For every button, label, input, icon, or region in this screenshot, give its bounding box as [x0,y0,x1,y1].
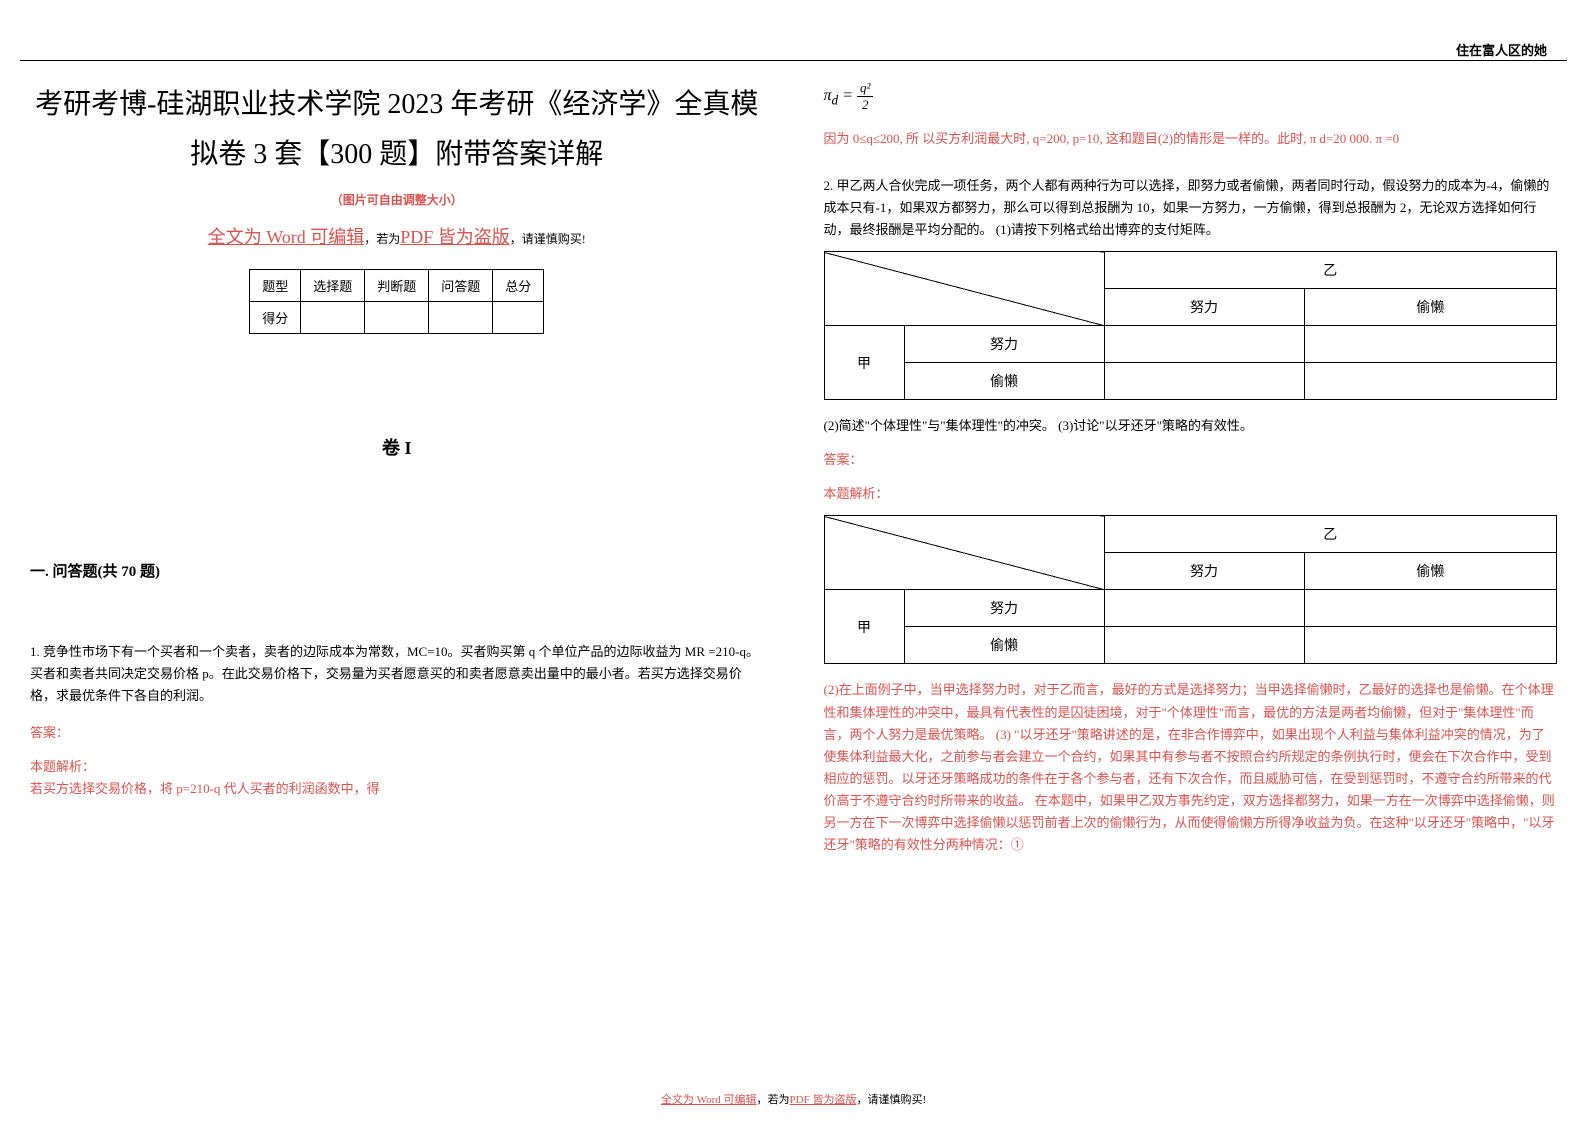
question1-text: 1. 竞争性市场下有一个买者和一个卖者，卖者的边际成本为常数，MC=10。买者购… [30,641,764,707]
score-total [493,301,544,333]
player-b-label-2: 乙 [1104,516,1557,553]
table-row: 偷懒 [824,627,1557,664]
header-judge: 判断题 [365,269,429,301]
a-effort-label-2: 努力 [904,590,1104,627]
pdf-pirate-text: PDF 皆为盗版 [400,227,510,247]
header-total: 总分 [493,269,544,301]
score-choice [301,301,365,333]
score-table: 题型 选择题 判断题 问答题 总分 得分 [249,269,544,334]
question1-answer-label: 答案： [30,722,764,741]
conclusion1-text: 因为 0≤q≤200, 所 以买方利润最大时, q=200, p=10, 这和题… [824,128,1558,150]
a-lazy-label-2: 偷懒 [904,627,1104,664]
volume-label: 卷 I [30,434,764,460]
cell-ee-2 [1104,590,1304,627]
right-column: πd = q² 2 因为 0≤q≤200, 所 以买方利润最大时, q=200,… [794,30,1568,1102]
footer-sep: ，若为 [757,1094,790,1106]
cell-ee [1104,326,1304,363]
notice-separator: ，若为 [364,232,400,246]
player-a-label: 甲 [824,326,904,400]
table-row: 甲 努力 [824,590,1557,627]
analysis2-text: (2)在上面例子中，当甲选择努力时，对于乙而言，最好的方式是选择努力；当甲选择偷… [824,679,1558,856]
denominator: 2 [857,97,873,113]
a-lazy-label: 偷懒 [904,363,1104,400]
question2-subquestions: (2)简述"个体理性"与"集体理性"的冲突。 (3)讨论"以牙还牙"策略的有效性… [824,415,1558,434]
footer-caution: ，请谨慎购买! [856,1094,926,1106]
header-corner-text: 住在富人区的她 [1456,40,1547,59]
cell-ll-2 [1304,627,1557,664]
table-row: 乙 [824,516,1557,553]
fraction: q² 2 [857,80,873,113]
b-effort-header: 努力 [1104,289,1304,326]
header-choice: 选择题 [301,269,365,301]
score-judge [365,301,429,333]
section-title: 一. 问答题(共 70 题) [30,560,764,581]
footer-text: 全文为 Word 可编辑，若为PDF 皆为盗版，请谨慎购买! [0,1091,1587,1107]
analysis-label-text: 本题解析： [30,759,95,774]
header-answer: 问答题 [429,269,493,301]
question2-text: 2. 甲乙两人合伙完成一项任务，两个人都有两种行为可以选择，即努力或者偷懒，两者… [824,175,1558,241]
payoff-table-1: 乙 努力 偷懒 甲 努力 偷懒 [824,251,1558,400]
main-title: 考研考博-硅湖职业技术学院 2023 年考研《经济学》全真模拟卷 3 套【300… [30,80,764,181]
pi-symbol: π [824,87,832,104]
word-edit-notice: 全文为 Word 可编辑，若为PDF 皆为盗版，请谨慎购买! [30,223,764,249]
diagonal-cell [824,252,1104,326]
table-row: 偷懒 [824,363,1557,400]
score-label: 得分 [250,301,301,333]
analysis-text: 若买方选择交易价格，将 p=210-q 代人买者的利润函数中，得 [30,781,380,796]
page-container: 考研考博-硅湖职业技术学院 2023 年考研《经济学》全真模拟卷 3 套【300… [0,0,1587,1122]
cell-le-2 [1104,627,1304,664]
table-score-row: 得分 [250,301,544,333]
image-resize-note: （图片可自由调整大小） [30,191,764,208]
score-answer [429,301,493,333]
footer-word-text: 全文为 Word 可编辑 [661,1094,757,1106]
b-effort-header-2: 努力 [1104,553,1304,590]
diagonal-cell-2 [824,516,1104,590]
notice-caution: ，请谨慎购买! [510,232,586,246]
footer-pdf-text: PDF 皆为盗版 [790,1094,857,1106]
header-type: 题型 [250,269,301,301]
a-effort-label: 努力 [904,326,1104,363]
header-divider [20,60,1567,61]
player-b-label: 乙 [1104,252,1557,289]
b-lazy-header-2: 偷懒 [1304,553,1557,590]
cell-el [1304,326,1557,363]
question2-answer-label: 答案： [824,449,1558,468]
question2-analysis-label: 本题解析： [824,483,1558,505]
profit-formula: πd = q² 2 [824,80,1558,113]
numerator: q² [857,80,873,97]
cell-le [1104,363,1304,400]
question1-analysis-label: 本题解析： 若买方选择交易价格，将 p=210-q 代人买者的利润函数中，得 [30,756,764,800]
pi-subscript: d [832,92,839,107]
cell-ll [1304,363,1557,400]
table-header-row: 题型 选择题 判断题 问答题 总分 [250,269,544,301]
player-a-label-2: 甲 [824,590,904,664]
b-lazy-header: 偷懒 [1304,289,1557,326]
table-row: 乙 [824,252,1557,289]
table-row: 甲 努力 [824,326,1557,363]
cell-el-2 [1304,590,1557,627]
equals-sign: = [842,87,853,104]
left-column: 考研考博-硅湖职业技术学院 2023 年考研《经济学》全真模拟卷 3 套【300… [20,30,794,1102]
word-editable-text: 全文为 Word 可编辑 [208,227,365,247]
payoff-table-2: 乙 努力 偷懒 甲 努力 偷懒 [824,515,1558,664]
